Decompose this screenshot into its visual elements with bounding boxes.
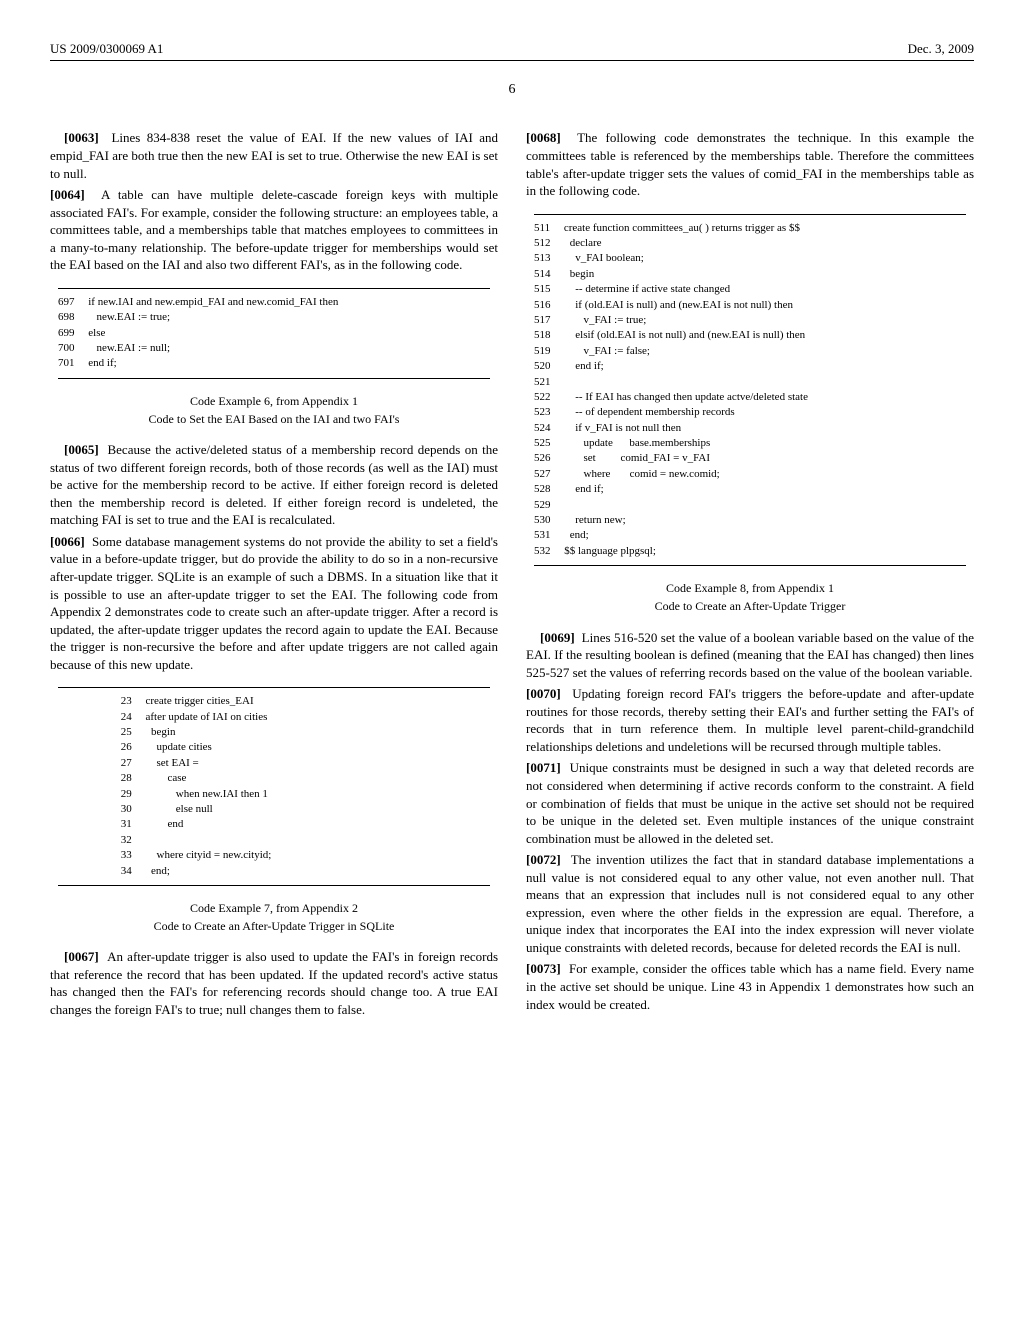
code6-title: Code Example 6, from Appendix 1 bbox=[50, 393, 498, 409]
para-63: [0063] Lines 834-838 reset the value of … bbox=[50, 129, 498, 182]
code-example-6: 697 if new.IAI and new.empid_FAI and new… bbox=[58, 288, 490, 379]
right-column: [0068] The following code demonstrates t… bbox=[526, 129, 974, 1022]
para-66: [0066] Some database management systems … bbox=[50, 533, 498, 673]
content-columns: [0063] Lines 834-838 reset the value of … bbox=[50, 129, 974, 1022]
pub-number: US 2009/0300069 A1 bbox=[50, 40, 163, 58]
para-73: [0073] For example, consider the offices… bbox=[526, 960, 974, 1013]
para-67: [0067] An after-update trigger is also u… bbox=[50, 948, 498, 1018]
code6-subtitle: Code to Set the EAI Based on the IAI and… bbox=[50, 411, 498, 427]
code-example-7: 23 create trigger cities_EAI 24 after up… bbox=[58, 687, 490, 886]
para-72: [0072] The invention utilizes the fact t… bbox=[526, 851, 974, 956]
para-68: [0068] The following code demonstrates t… bbox=[526, 129, 974, 199]
code8-subtitle: Code to Create an After-Update Trigger bbox=[526, 598, 974, 614]
para-65: [0065] Because the active/deleted status… bbox=[50, 441, 498, 529]
para-69: [0069] Lines 516-520 set the value of a … bbox=[526, 629, 974, 682]
para-71: [0071] Unique constraints must be design… bbox=[526, 759, 974, 847]
code-example-8: 511 create function committees_au( ) ret… bbox=[534, 214, 966, 567]
code7-title: Code Example 7, from Appendix 2 bbox=[50, 900, 498, 916]
page-number: 6 bbox=[50, 81, 974, 100]
page-header: US 2009/0300069 A1 Dec. 3, 2009 bbox=[50, 40, 974, 61]
code8-title: Code Example 8, from Appendix 1 bbox=[526, 580, 974, 596]
left-column: [0063] Lines 834-838 reset the value of … bbox=[50, 129, 498, 1022]
code7-subtitle: Code to Create an After-Update Trigger i… bbox=[50, 918, 498, 934]
para-64: [0064] A table can have multiple delete-… bbox=[50, 186, 498, 274]
pub-date: Dec. 3, 2009 bbox=[908, 40, 974, 58]
para-70: [0070] Updating foreign record FAI's tri… bbox=[526, 685, 974, 755]
